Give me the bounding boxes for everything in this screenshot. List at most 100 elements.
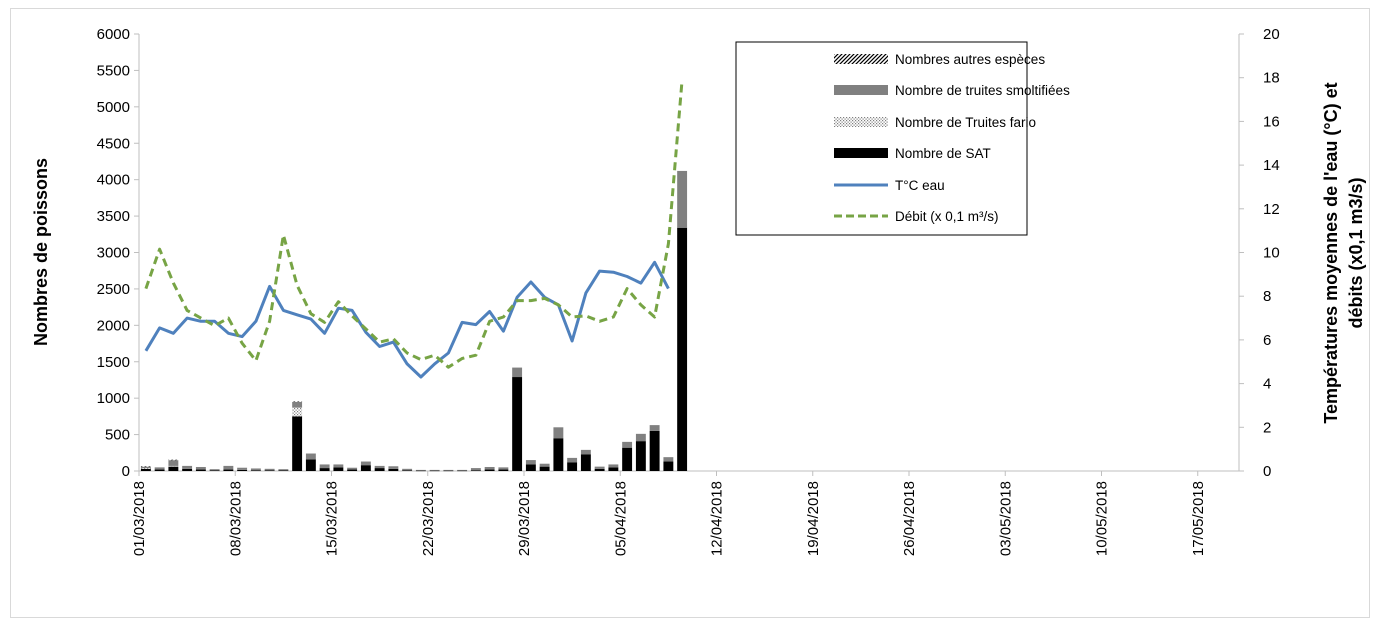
- bar-segment: [622, 441, 633, 448]
- bar-segment: [140, 466, 151, 469]
- x-tick-label: 17/05/2018: [1190, 481, 1207, 556]
- temperature-series-line: [144, 260, 670, 379]
- bar-segment: [539, 466, 550, 471]
- bar-segment: [525, 464, 536, 471]
- x-tick-label: 26/04/2018: [901, 481, 918, 556]
- y-right-tick-label: 6: [1263, 332, 1271, 349]
- y-right-tick-label: 20: [1263, 26, 1280, 43]
- bar-segment: [209, 470, 220, 471]
- y-right-tick-label: 4: [1263, 376, 1271, 393]
- y-right-tick-label: 0: [1263, 463, 1271, 480]
- bar-segment: [168, 465, 179, 467]
- legend-label-smoltifiees: Nombre de truites smoltifiées: [895, 83, 1070, 98]
- bar-segment: [594, 466, 605, 469]
- bar-segment: [250, 470, 261, 471]
- y-right-axis-title-line2: débits (x0,1 m3/s): [1346, 177, 1366, 328]
- x-tick-label: 19/04/2018: [805, 481, 822, 556]
- bar-segment: [649, 430, 660, 471]
- bar-segment: [195, 469, 206, 471]
- y-right-tick-label: 14: [1263, 157, 1280, 174]
- y-left-tick-label: 0: [122, 463, 130, 480]
- legend-label-temperature: T°C eau: [895, 178, 945, 193]
- bar-segment: [223, 469, 234, 471]
- bar-segment: [608, 467, 619, 471]
- x-tick-label: 15/03/2018: [324, 481, 341, 556]
- bar-segment: [580, 449, 591, 455]
- bar-segment: [264, 468, 275, 471]
- bar-segment: [292, 416, 303, 471]
- bar-segment: [402, 468, 413, 471]
- x-tick-label: 01/03/2018: [131, 481, 148, 556]
- bar-segment: [553, 438, 564, 471]
- bar-segment: [443, 470, 454, 472]
- x-tick-label: 29/03/2018: [516, 481, 533, 556]
- y-left-tick-label: 3500: [97, 208, 130, 225]
- debit-series-line: [144, 79, 684, 369]
- bar-segment: [443, 469, 454, 471]
- bar-segment: [484, 466, 495, 470]
- bar-segment: [140, 468, 151, 469]
- bar-segment: [292, 401, 303, 402]
- legend-label-debit: Débit (x 0,1 m³/s): [895, 209, 999, 224]
- y-right-tick-label: 8: [1263, 288, 1271, 305]
- bar-segment: [319, 468, 330, 471]
- bar-segment: [567, 462, 578, 471]
- x-tick-label: 03/05/2018: [997, 481, 1014, 556]
- bar-segment: [360, 465, 371, 471]
- bar-segment: [264, 470, 275, 471]
- x-tick-label: 05/04/2018: [612, 481, 629, 556]
- x-tick-label: 10/05/2018: [1094, 481, 1111, 556]
- y-left-tick-label: 6000: [97, 26, 130, 43]
- bar-segment: [209, 469, 220, 471]
- y-left-axis-title: Nombres de poissons: [31, 158, 51, 346]
- bar-segment: [388, 468, 399, 471]
- x-tick-label: 08/03/2018: [227, 481, 244, 556]
- bar-segment: [182, 465, 193, 469]
- bar-segment: [415, 470, 426, 472]
- bar-segment: [388, 466, 399, 469]
- y-left-tick-label: 2000: [97, 317, 130, 334]
- legend-swatch-smoltifiees: [834, 85, 888, 95]
- bar-segment: [663, 461, 674, 471]
- bar-segment: [457, 470, 468, 472]
- bar-segment: [512, 377, 523, 471]
- bar-segment: [347, 469, 358, 471]
- y-right-tick-label: 18: [1263, 70, 1280, 87]
- bar-segment: [333, 467, 344, 471]
- bar-segment: [168, 460, 179, 466]
- bar-segment: [319, 464, 330, 469]
- y-left-tick-label: 1000: [97, 390, 130, 407]
- y-right-tick-label: 10: [1263, 245, 1280, 262]
- y-left-tick-label: 3000: [97, 245, 130, 262]
- bar-segment: [347, 467, 358, 470]
- y-left-tick-label: 5500: [97, 62, 130, 79]
- bar-segment: [429, 469, 440, 471]
- y-left-tick-label: 5000: [97, 99, 130, 116]
- bar-segment: [154, 469, 165, 471]
- bar-segment: [498, 467, 509, 470]
- bar-segment: [470, 468, 481, 471]
- bar-segment: [567, 457, 578, 463]
- bar-segment: [237, 469, 248, 471]
- bar-segment: [360, 461, 371, 466]
- y-left-tick-label: 1500: [97, 354, 130, 371]
- bar-segment: [278, 469, 289, 471]
- y-left-tick-label: 500: [105, 427, 130, 444]
- bar-segment: [305, 453, 316, 460]
- bar-segment: [415, 469, 426, 471]
- bar-segment: [168, 459, 179, 461]
- bar-segment: [429, 470, 440, 472]
- bar-segment: [677, 227, 688, 471]
- bar-segment: [182, 468, 193, 471]
- bar-segment: [539, 463, 550, 467]
- bar-segment: [140, 466, 151, 467]
- y-right-tick-label: 12: [1263, 201, 1280, 218]
- y-left-tick-label: 4500: [97, 135, 130, 152]
- bar-segment: [622, 447, 633, 471]
- legend-label-truites-fario: Nombre de Truites fario: [895, 115, 1036, 130]
- bar-segment: [168, 466, 179, 471]
- bar-segment: [677, 170, 688, 228]
- bar-segment: [140, 468, 151, 471]
- bar-segment: [580, 454, 591, 471]
